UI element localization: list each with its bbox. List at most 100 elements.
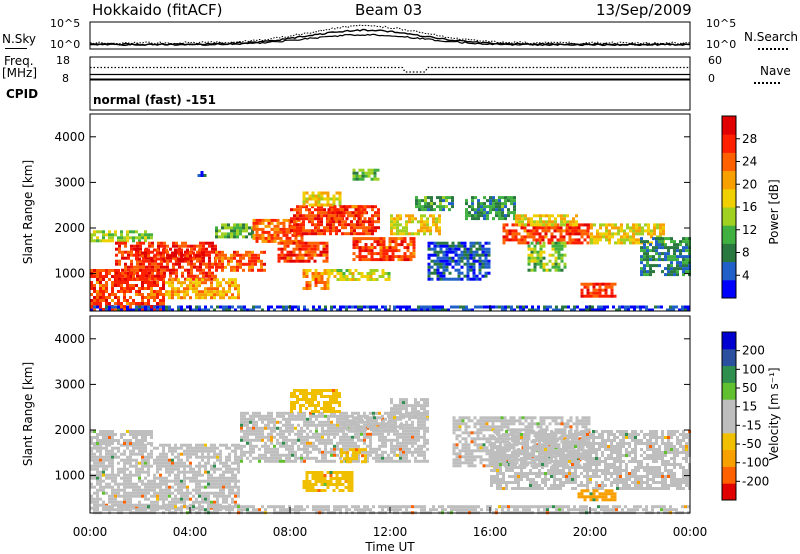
range-cell [252, 218, 256, 222]
range-cell [301, 241, 305, 245]
range-cell [602, 223, 605, 227]
range-cell [282, 429, 285, 433]
range-cell [102, 479, 105, 483]
range-cell [239, 259, 242, 263]
range-cell [390, 226, 393, 230]
range-cell [400, 416, 403, 420]
range-cell [635, 241, 638, 245]
range-cell [399, 398, 402, 402]
range-cell [144, 491, 147, 495]
range-cell [162, 491, 165, 495]
range-cell [371, 220, 374, 224]
range-cell [498, 305, 501, 309]
range-cell [230, 253, 233, 257]
range-cell [198, 446, 201, 450]
range-cell [90, 439, 93, 442]
range-cell [261, 308, 264, 312]
range-cell [308, 214, 311, 218]
range-cell [264, 224, 268, 228]
range-cell [505, 223, 509, 227]
range-cell [314, 392, 317, 395]
range-cell [198, 464, 201, 468]
range-cell [585, 308, 588, 312]
range-cell [118, 277, 121, 281]
range-cell [314, 226, 317, 230]
range-cell [484, 271, 488, 275]
range-cell [393, 459, 396, 463]
range-cell [288, 423, 291, 427]
range-cell [252, 423, 255, 427]
range-cell [439, 271, 443, 275]
range-cell [536, 250, 540, 254]
range-cell [402, 435, 405, 439]
range-cell [189, 470, 192, 474]
range-cell [120, 470, 123, 474]
range-cell [123, 485, 126, 489]
range-cell [382, 237, 386, 241]
range-cell [180, 494, 183, 498]
range-cell [442, 199, 445, 203]
range-cell [305, 217, 308, 221]
range-cell [186, 284, 189, 288]
range-cell [93, 239, 96, 243]
range-cell [590, 226, 593, 230]
range-cell [211, 274, 214, 278]
range-cell [558, 308, 561, 312]
range-cell [309, 423, 312, 427]
range-cell [150, 464, 153, 468]
range-cell [326, 410, 329, 413]
range-cell [199, 259, 202, 263]
range-cell [391, 428, 394, 432]
range-cell [339, 414, 342, 418]
range-cell [243, 453, 246, 457]
range-cell [186, 470, 189, 474]
range-cell [332, 401, 335, 404]
range-cell [530, 250, 534, 254]
range-cell [147, 305, 150, 309]
range-cell [153, 446, 156, 450]
range-cell [662, 232, 665, 236]
range-cell [105, 302, 108, 305]
range-cell [557, 253, 561, 257]
range-cell [303, 429, 306, 433]
range-cell [342, 272, 346, 275]
range-cell [255, 221, 259, 225]
range-cell [183, 443, 186, 447]
range-cell [474, 208, 477, 212]
range-cell [213, 293, 216, 297]
range-cell [258, 429, 261, 433]
range-cell [338, 404, 341, 407]
range-cell [685, 243, 688, 247]
range-cell [234, 458, 237, 462]
range-cell [333, 208, 337, 212]
range-cell [198, 254, 201, 258]
range-cell [93, 455, 96, 459]
range-cell [145, 265, 148, 269]
range-cell [520, 241, 524, 245]
range-cell [285, 236, 289, 240]
range-cell [270, 432, 273, 436]
range-cell [184, 244, 187, 248]
range-cell [108, 430, 111, 433]
range-cell [604, 294, 608, 298]
range-cell [147, 488, 150, 492]
range-cell [384, 305, 387, 309]
range-cell [160, 265, 163, 269]
range-cell [237, 284, 240, 288]
range-cell [96, 446, 99, 450]
range-cell [547, 226, 551, 230]
range-cell [222, 443, 225, 447]
range-cell [171, 284, 174, 288]
range-cell [141, 452, 144, 456]
range-cell [375, 432, 378, 436]
range-cell [336, 417, 339, 421]
range-cell [123, 293, 126, 296]
range-cell [204, 500, 207, 504]
range-cell [593, 235, 596, 239]
range-cell [90, 284, 93, 287]
range-cell [147, 296, 150, 299]
range-cell [361, 258, 365, 262]
range-cell [338, 223, 341, 227]
range-cell [204, 494, 207, 498]
